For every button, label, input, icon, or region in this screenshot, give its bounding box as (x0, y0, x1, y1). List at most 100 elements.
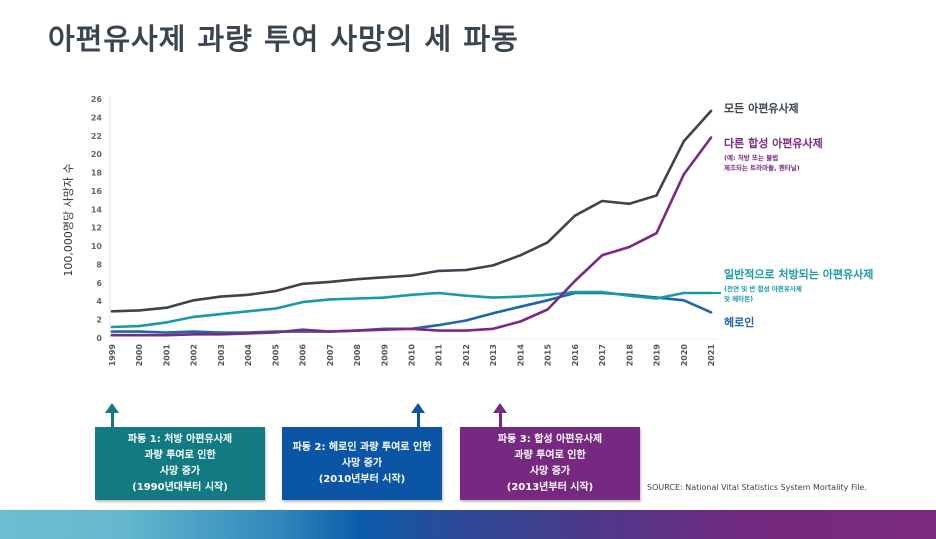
data-point (192, 333, 195, 336)
data-point (192, 315, 195, 319)
x-tick-label: 2004 (244, 344, 253, 367)
data-point (437, 291, 440, 295)
data-point (546, 299, 549, 302)
data-point (491, 264, 495, 267)
legend-synthetic-opioids: 다른 합성 아편유사제 (예: 처방 또는 불법 제조되는 트라마돌, 펜타닐) (724, 135, 823, 173)
data-point (655, 232, 658, 235)
wave-3-line: 과량 투여로 인한 (514, 449, 586, 461)
legend-prescription-opioids: 일반적으로 처방되는 아편유사제 (천연 및 반 합성 아편유사제 및 메타돈) (724, 266, 873, 304)
data-point (628, 202, 631, 205)
wave-2-line: 사망 증가 (341, 457, 383, 469)
x-tick-label: 2013 (489, 344, 498, 366)
data-point (246, 332, 250, 335)
data-point (110, 310, 114, 313)
data-point (519, 254, 522, 257)
x-tick-label: 2009 (380, 344, 389, 367)
data-point (437, 269, 440, 273)
wave-1-line: 과량 투여로 인한 (144, 449, 216, 461)
wave-1-line: 파동 1: 처방 아편유사제 (127, 433, 233, 445)
data-point (192, 330, 195, 333)
data-point (355, 297, 359, 300)
series-line-prescription-opioids (110, 290, 713, 329)
legend-sublabel: (예: 처방 또는 불법 (724, 154, 779, 162)
x-tick-label: 2012 (462, 344, 471, 366)
y-tick-label: 10 (91, 242, 103, 251)
data-point (464, 268, 468, 272)
x-tick-label: 1999 (108, 344, 117, 367)
data-point (519, 320, 522, 323)
data-point (628, 245, 631, 249)
data-point (546, 308, 549, 311)
wave-2-line: 파동 2: 헤로인 과량 투여로 인한 (292, 441, 432, 453)
y-tick-label: 2 (96, 316, 102, 325)
data-point (437, 329, 440, 332)
y-tick-label: 16 (91, 187, 103, 196)
data-point (274, 331, 277, 334)
x-tick-label: 2003 (217, 344, 226, 366)
data-point (219, 295, 223, 298)
legend-all-opioids: 모든 아편유사제 (724, 100, 799, 116)
data-point (383, 296, 386, 299)
legend-sublabel: 및 메타돈) (724, 295, 754, 303)
data-point (301, 328, 304, 331)
x-tick-label: 2021 (707, 344, 716, 367)
source-note: SOURCE: National Vital Statistics System… (647, 483, 867, 492)
wave-1-line: 사망 증가 (159, 465, 201, 477)
data-point (600, 290, 604, 294)
data-point (573, 214, 577, 217)
data-point (437, 323, 440, 327)
x-tick-label: 2001 (162, 344, 171, 367)
legend-label: 모든 아편유사제 (724, 102, 799, 115)
data-point (355, 329, 359, 332)
data-point (682, 299, 685, 302)
data-point (410, 293, 413, 296)
data-point (709, 109, 713, 113)
data-point (682, 140, 685, 143)
series-line-synthetic-opioids (110, 136, 713, 337)
data-point (464, 329, 468, 332)
data-point (519, 305, 522, 308)
data-point (628, 294, 631, 297)
y-tick-label: 12 (91, 224, 102, 233)
y-tick-label: 6 (96, 279, 102, 288)
y-tick-label: 14 (91, 205, 103, 214)
data-point (573, 290, 577, 294)
data-point (355, 277, 359, 281)
x-tick-label: 2006 (299, 344, 308, 367)
data-point (274, 289, 277, 293)
wave-3-line: (2013년부터 시작) (506, 481, 594, 493)
wave-1-annotation: 파동 1: 처방 아편유사제 과량 투여로 인한 사망 증가 (1990년대부터… (95, 427, 265, 500)
data-point (464, 319, 468, 322)
y-tick-label: 18 (91, 169, 103, 178)
data-point (274, 307, 277, 310)
data-point (246, 310, 250, 313)
data-point (328, 330, 332, 333)
data-point (165, 334, 168, 337)
y-tick-label: 24 (91, 113, 103, 122)
y-tick-label: 20 (91, 150, 103, 159)
x-tick-label: 2002 (190, 344, 199, 366)
x-tick-label: 2014 (516, 344, 525, 367)
page-title: 아편유사제 과량 투여 사망의 세 파동 (48, 22, 519, 56)
data-point (491, 296, 495, 299)
data-point (600, 254, 604, 257)
data-point (192, 299, 195, 302)
series-line-all-opioids (110, 109, 713, 313)
data-point (491, 311, 495, 315)
legend-sublabel: (천연 및 반 합성 아편유사제 (724, 285, 802, 293)
data-point (138, 330, 141, 333)
data-point (110, 325, 114, 329)
y-tick-label: 8 (96, 260, 102, 269)
data-point (682, 291, 685, 295)
y-axis-label: 100,000명당 사망자 수 (62, 163, 75, 276)
data-point (655, 194, 658, 197)
data-point (410, 274, 413, 277)
data-point (655, 297, 658, 300)
wave-3-line: 사망 증가 (529, 465, 571, 477)
x-tick-label: 2020 (680, 344, 689, 367)
x-tick-label: 2008 (353, 344, 362, 367)
data-point (110, 330, 114, 333)
wave-2-line: (2010년부터 시작) (318, 473, 406, 485)
